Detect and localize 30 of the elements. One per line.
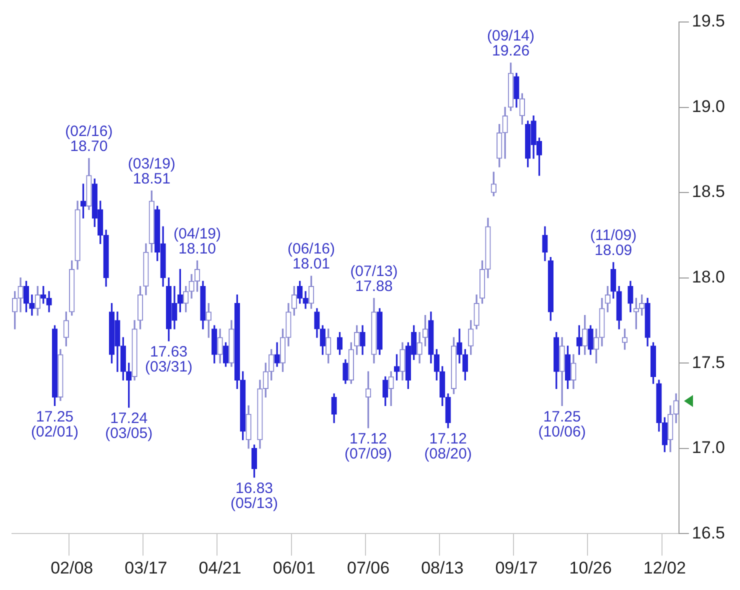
y-tick-label: 18.5: [692, 182, 726, 202]
y-tick-label: 19.0: [692, 96, 726, 116]
annotation: (03/19) 18.51: [128, 155, 176, 188]
annotation: 16.83 (05/13): [230, 480, 278, 512]
x-tick-label: 08/13: [421, 558, 464, 578]
annotation: 17.25 (02/01): [30, 408, 79, 440]
annotation: 17.25 (10/06): [538, 408, 586, 440]
annotation: (02/16) 18.70: [65, 123, 113, 156]
annotation: 17.12 (08/20): [424, 430, 472, 463]
x-tick-label: 06/01: [272, 558, 316, 578]
x-tick-label: 12/02: [643, 558, 686, 578]
x-tick-label: 10/26: [569, 558, 612, 578]
x-tick-label: 02/08: [50, 558, 94, 578]
annotation: 17.12 (07/09): [344, 430, 392, 463]
annotation: 17.24 (03/05): [105, 410, 153, 442]
annotation: (04/19) 18.10: [173, 225, 222, 258]
x-tick-label: 03/17: [124, 558, 168, 578]
annotation: (06/16) 18.01: [287, 240, 336, 273]
annotation: (11/09) 18.09: [590, 227, 637, 260]
y-tick-label: 16.5: [692, 523, 726, 542]
y-tick-label: 18.0: [692, 267, 726, 286]
annotation: (09/14) 19.26: [486, 28, 535, 60]
y-tick-label: 17.5: [692, 352, 726, 372]
y-tick-label: 17.0: [692, 438, 726, 458]
y-tick-label: 19.5: [692, 12, 726, 31]
annotation: 17.63 (03/31): [144, 344, 193, 376]
x-tick-label: 04/21: [198, 558, 242, 578]
x-tick-label: 09/17: [495, 558, 538, 578]
x-tick-label: 07/06: [346, 558, 390, 578]
annotation: (07/13) 17.88: [350, 262, 398, 295]
